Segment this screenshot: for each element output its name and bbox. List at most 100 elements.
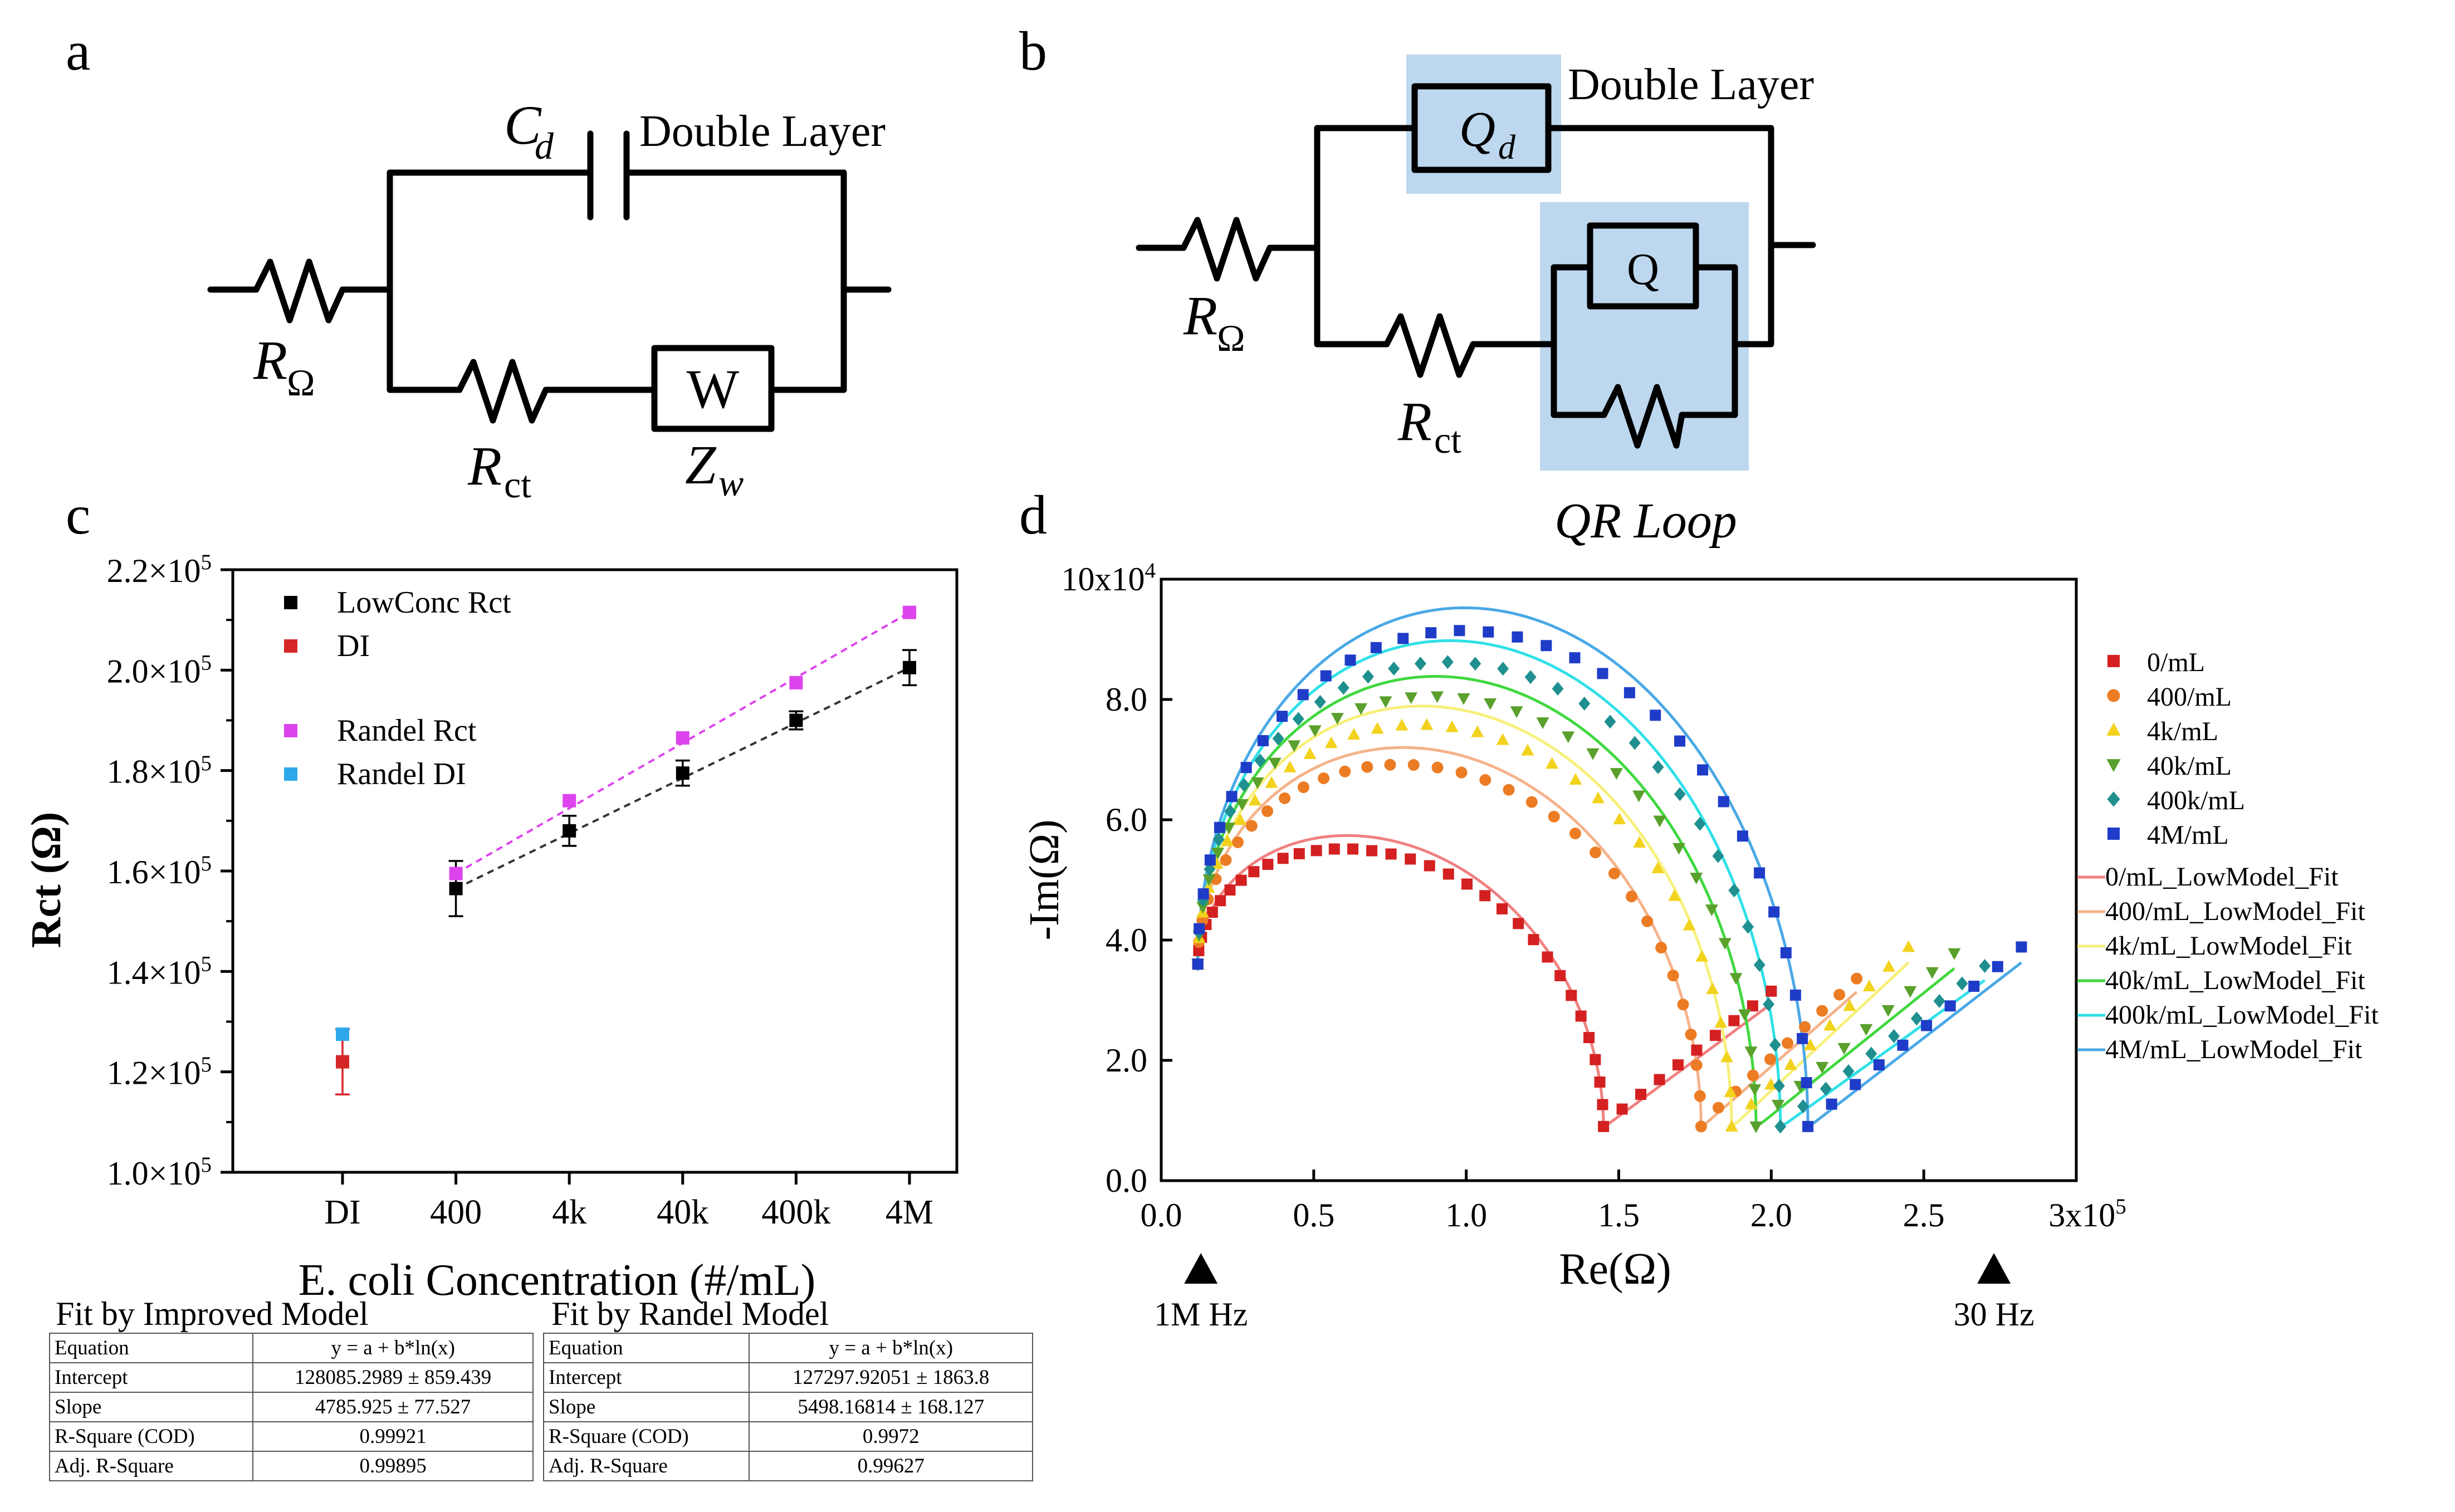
data-point xyxy=(1206,907,1218,918)
data-point xyxy=(1303,747,1317,759)
data-point xyxy=(1694,816,1706,831)
data-point xyxy=(1695,1120,1707,1133)
data-point xyxy=(1479,890,1491,902)
data-point xyxy=(1803,1038,1817,1050)
data-point xyxy=(1569,652,1581,664)
table-randel-model: Equation y = a + b*ln(x) Intercept 127297.… xyxy=(542,1333,1033,1481)
data-point xyxy=(1224,804,1236,819)
data-point xyxy=(1744,1097,1758,1109)
data-point xyxy=(1583,1032,1595,1044)
fit-curve xyxy=(1196,606,2022,1129)
x-tick-label: DI xyxy=(324,1193,360,1231)
panel-a-label: a xyxy=(66,20,90,82)
data-point xyxy=(1344,654,1356,666)
data-point xyxy=(1254,753,1266,768)
data-point xyxy=(1366,845,1378,857)
data-point xyxy=(1674,735,1686,747)
data-point xyxy=(1283,760,1297,772)
data-point xyxy=(1320,670,1332,682)
data-point xyxy=(1407,759,1420,771)
y-tick-label: 2.0 xyxy=(1106,1042,1147,1079)
legend-marker xyxy=(284,724,297,737)
legend-label: 4k/mL xyxy=(2147,717,2218,746)
data-point xyxy=(1706,982,1719,995)
legend-label: Randel DI xyxy=(337,757,466,791)
chart-d-frequency-markers: 1M Hz 30 Hz xyxy=(1154,1253,2035,1333)
data-point xyxy=(1212,833,1225,847)
table-row: Slope 4785.925 ± 77.527 xyxy=(48,1392,534,1422)
data-point xyxy=(1541,640,1552,652)
data-point xyxy=(1297,689,1309,701)
data-point xyxy=(676,766,689,780)
data-point xyxy=(1677,999,1689,1011)
data-point xyxy=(676,731,689,745)
data-point xyxy=(1395,718,1409,731)
fit-curve xyxy=(1196,704,1910,1129)
chart-c-fit-lines xyxy=(455,611,910,890)
table-cell: 127297.92051 ± 1863.8 xyxy=(749,1362,1033,1393)
data-point xyxy=(1248,866,1260,878)
fit-curve xyxy=(1196,746,1858,1129)
legend-fit-label: 400k/mL_LowModel_Fit xyxy=(2105,1000,2379,1030)
data-point xyxy=(1385,848,1397,860)
legend-marker xyxy=(2107,655,2120,667)
data-point xyxy=(1904,986,1917,998)
legend-marker xyxy=(2107,689,2120,702)
data-point xyxy=(1769,1038,1781,1052)
frequency-marker-label: 30 Hz xyxy=(1954,1296,2035,1333)
data-point xyxy=(1268,757,1282,770)
data-point xyxy=(1496,733,1509,745)
chart-c-legend: LowConc Rct DI Randel Rct Randel DI xyxy=(284,585,511,791)
data-point xyxy=(1626,890,1638,903)
data-point xyxy=(1362,669,1374,684)
data-point xyxy=(1672,843,1686,855)
data-point xyxy=(1667,970,1679,982)
y-tick-label: 1.0×105 xyxy=(107,1153,212,1192)
circuit-a-warburg-label: W xyxy=(687,358,740,420)
x-tick-label: 0.0 xyxy=(1141,1197,1182,1234)
data-point xyxy=(1197,888,1209,900)
data-point xyxy=(1816,1061,1829,1074)
data-point xyxy=(1226,791,1238,803)
circuit-b-qd-box xyxy=(1411,83,1552,173)
data-point xyxy=(1697,764,1709,776)
y-tick-label: 8.0 xyxy=(1106,681,1147,718)
table-row: Equation y = a + b*ln(x) xyxy=(48,1333,534,1363)
table-cell: Equation xyxy=(48,1333,254,1363)
chart-d-x-axis-title: Re(Ω) xyxy=(1559,1245,1671,1294)
circuit-a-double-layer-label: Double Layer xyxy=(639,107,886,156)
legend-marker xyxy=(2106,722,2121,736)
data-point xyxy=(1292,712,1304,726)
table-cell: 4785.925 ± 77.527 xyxy=(252,1392,534,1422)
data-point xyxy=(1414,657,1426,671)
data-point xyxy=(1613,813,1626,825)
data-point xyxy=(1257,735,1269,746)
data-point xyxy=(1424,860,1435,872)
fit-curve xyxy=(1196,834,1772,1129)
table-row: Equation y = a + b*ln(x) xyxy=(542,1333,1033,1363)
chart-d-frame xyxy=(1160,578,2078,1182)
legend-label: 4M/mL xyxy=(2147,820,2229,850)
data-point xyxy=(1234,813,1247,825)
data-point xyxy=(1597,668,1608,679)
data-point xyxy=(1293,848,1305,859)
data-point xyxy=(1597,1099,1608,1110)
data-point xyxy=(1347,728,1361,740)
y-tick-label: 1.4×105 xyxy=(107,952,212,991)
data-point xyxy=(1210,857,1224,869)
data-point xyxy=(1842,1064,1855,1078)
x-tick-label: 40k xyxy=(657,1193,708,1231)
data-point xyxy=(1245,820,1258,832)
data-point xyxy=(1457,693,1470,705)
data-point xyxy=(1992,961,2003,972)
data-point xyxy=(1566,990,1577,1001)
data-point xyxy=(1860,1024,1873,1036)
data-point xyxy=(1503,784,1515,796)
data-point xyxy=(1552,682,1564,696)
data-point xyxy=(1873,1059,1885,1071)
legend-marker xyxy=(2107,791,2120,807)
data-point xyxy=(1569,773,1582,785)
panel-b-label: b xyxy=(1019,20,1047,82)
data-point xyxy=(789,713,803,727)
